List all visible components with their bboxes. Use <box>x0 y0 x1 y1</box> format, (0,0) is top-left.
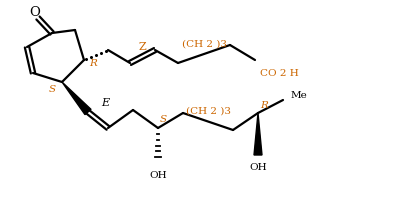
Text: S: S <box>160 115 167 125</box>
Text: Me: Me <box>291 90 308 100</box>
Text: E: E <box>102 98 109 108</box>
Text: R: R <box>260 100 268 110</box>
Text: S: S <box>48 85 56 94</box>
Text: (CH 2 )3: (CH 2 )3 <box>185 107 230 116</box>
Text: (CH 2 )3: (CH 2 )3 <box>181 39 226 49</box>
Text: O: O <box>30 7 40 20</box>
Polygon shape <box>254 113 262 155</box>
Text: OH: OH <box>149 171 167 179</box>
Text: Z: Z <box>139 41 146 51</box>
Text: CO 2 H: CO 2 H <box>260 69 299 79</box>
Polygon shape <box>62 82 91 115</box>
Text: R: R <box>89 59 97 69</box>
Text: OH: OH <box>249 163 267 171</box>
